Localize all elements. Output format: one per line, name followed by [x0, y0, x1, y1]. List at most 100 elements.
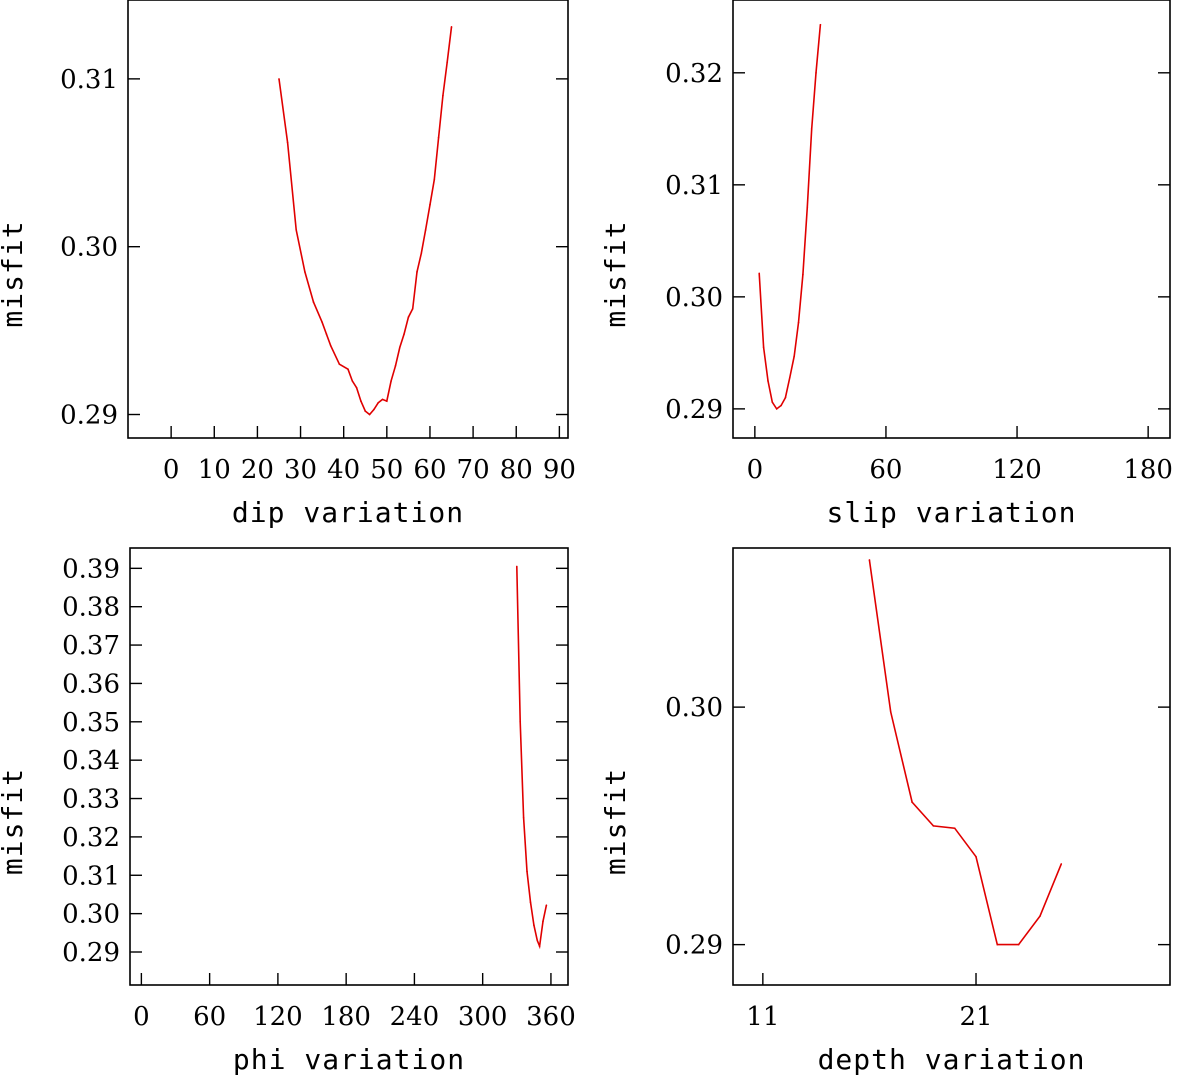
depth-plot-frame	[732, 547, 1171, 986]
dip-ytick-label: 0.31	[60, 65, 118, 95]
depth-data-point	[1060, 863, 1063, 865]
slip-xtick-label: 180	[1123, 455, 1173, 485]
phi-ytick-label: 0.39	[62, 554, 120, 584]
phi-ytick-label: 0.34	[62, 746, 120, 776]
dip-data-point	[433, 178, 436, 181]
slip-data-point	[762, 346, 765, 349]
slip-xtick-label: 120	[992, 455, 1042, 485]
phi-xtick-label: 300	[458, 1002, 508, 1032]
dip-panel: 0.29 0.30 0.31 0 10 20 30 40 50 60 70 80 90 dip varia…	[0, 0, 576, 529]
dip-data-point	[312, 301, 315, 303]
dip-data-point	[278, 78, 280, 80]
depth-ytick-label: 0.30	[665, 693, 723, 723]
dip-data-point	[381, 398, 384, 401]
dip-xtick-label: 50	[370, 455, 403, 485]
depth-data-point	[889, 711, 892, 713]
dip-yaxis-label: misfit	[0, 220, 29, 327]
phi-ytick-label: 0.35	[62, 708, 120, 738]
depth-misfit-line	[868, 559, 1063, 946]
phi-data-point	[529, 901, 532, 903]
slip-ytick-label: 0.30	[665, 283, 723, 313]
dip-xtick-label: 70	[457, 455, 490, 485]
phi-ytick-label: 0.36	[62, 669, 120, 699]
phi-ytick-label: 0.33	[62, 785, 120, 815]
depth-data-point	[953, 827, 956, 830]
slip-panel: 0.29 0.30 0.31 0.32 0 60 120 180 slip variation m…	[599, 0, 1173, 529]
dip-data-point	[394, 365, 397, 367]
phi-panel: 0.29 0.30 0.31 0.32 0.33 0.34 0.35 0.36 0.37 0.38…	[0, 547, 576, 1076]
phi-data-point	[526, 870, 528, 873]
phi-ytick-label: 0.30	[62, 900, 120, 930]
depth-data-point	[996, 943, 999, 946]
dip-xtick-label: 0	[163, 455, 180, 485]
dip-data-point	[437, 136, 440, 139]
depth-xaxis-label: depth variation	[818, 1043, 1086, 1076]
slip-data-point	[775, 408, 778, 410]
slip-data-point	[767, 380, 769, 382]
depth-data-point	[911, 801, 913, 803]
dip-data-point	[403, 333, 405, 335]
slip-yaxis-label: misfit	[599, 220, 632, 327]
slip-data-point	[819, 23, 822, 26]
dip-xtick-label: 60	[413, 455, 446, 485]
dip-xtick-label: 30	[284, 455, 317, 485]
dip-data-point	[442, 94, 444, 97]
phi-ytick-label: 0.29	[62, 938, 120, 968]
phi-data-point	[545, 904, 548, 906]
dip-data-point	[424, 229, 427, 231]
phi-data-point	[519, 721, 522, 723]
depth-xtick-label: 21	[959, 1002, 992, 1032]
depth-ytick-label: 0.29	[665, 931, 723, 961]
dip-data-point	[321, 321, 323, 324]
phi-data-point	[538, 945, 541, 948]
slip-data-point	[802, 273, 804, 276]
slip-xtick-label: 60	[869, 455, 902, 485]
slip-data-point	[797, 321, 800, 324]
dip-data-point	[373, 408, 375, 411]
phi-xtick-label: 60	[193, 1002, 226, 1032]
dip-plot-frame	[127, 0, 569, 439]
depth-data-point	[975, 855, 977, 858]
dip-data-point	[368, 413, 371, 416]
depth-panel: 0.29 0.30 11 21 depth variation misfit	[599, 547, 1171, 1076]
dip-data-point	[364, 410, 367, 412]
dip-data-point	[420, 252, 423, 255]
dip-data-point	[304, 271, 306, 273]
dip-data-point	[450, 26, 453, 28]
dip-data-point	[386, 400, 388, 402]
dip-data-point	[446, 61, 449, 63]
dip-data-point	[295, 229, 298, 231]
dip-data-point	[325, 333, 328, 335]
dip-data-point	[355, 386, 358, 389]
dip-xtick-label: 20	[241, 455, 274, 485]
phi-data-point	[542, 920, 544, 923]
slip-data-point	[784, 396, 787, 399]
slip-data-point	[815, 72, 817, 74]
slip-data-point	[810, 128, 813, 130]
dip-data-point	[329, 344, 332, 347]
dip-data-point	[351, 380, 354, 382]
phi-data-point	[533, 924, 535, 926]
depth-xtick-label: 11	[746, 1002, 779, 1032]
slip-ytick-label: 0.31	[665, 171, 723, 201]
depth-data-point	[932, 825, 935, 827]
phi-ytick-label: 0.32	[62, 823, 120, 853]
depth-data-point	[1017, 943, 1020, 946]
slip-data-point	[771, 401, 774, 403]
phi-ytick-label: 0.38	[62, 593, 120, 623]
phi-xaxis-label: phi variation	[233, 1043, 465, 1076]
dip-ytick-label: 0.29	[60, 401, 118, 431]
dip-xaxis-label: dip variation	[232, 496, 464, 529]
depth-yaxis-label: misfit	[599, 768, 632, 875]
phi-xtick-label: 180	[321, 1002, 371, 1032]
slip-data-point	[789, 376, 791, 379]
slip-ytick-label: 0.32	[665, 59, 723, 89]
slip-misfit-line	[758, 24, 822, 411]
slip-ytick-label: 0.29	[665, 395, 723, 425]
dip-data-point	[411, 307, 414, 310]
dip-xtick-label: 10	[198, 455, 231, 485]
dip-data-point	[416, 271, 418, 273]
dip-data-point	[377, 401, 379, 404]
dip-data-point	[360, 400, 362, 402]
